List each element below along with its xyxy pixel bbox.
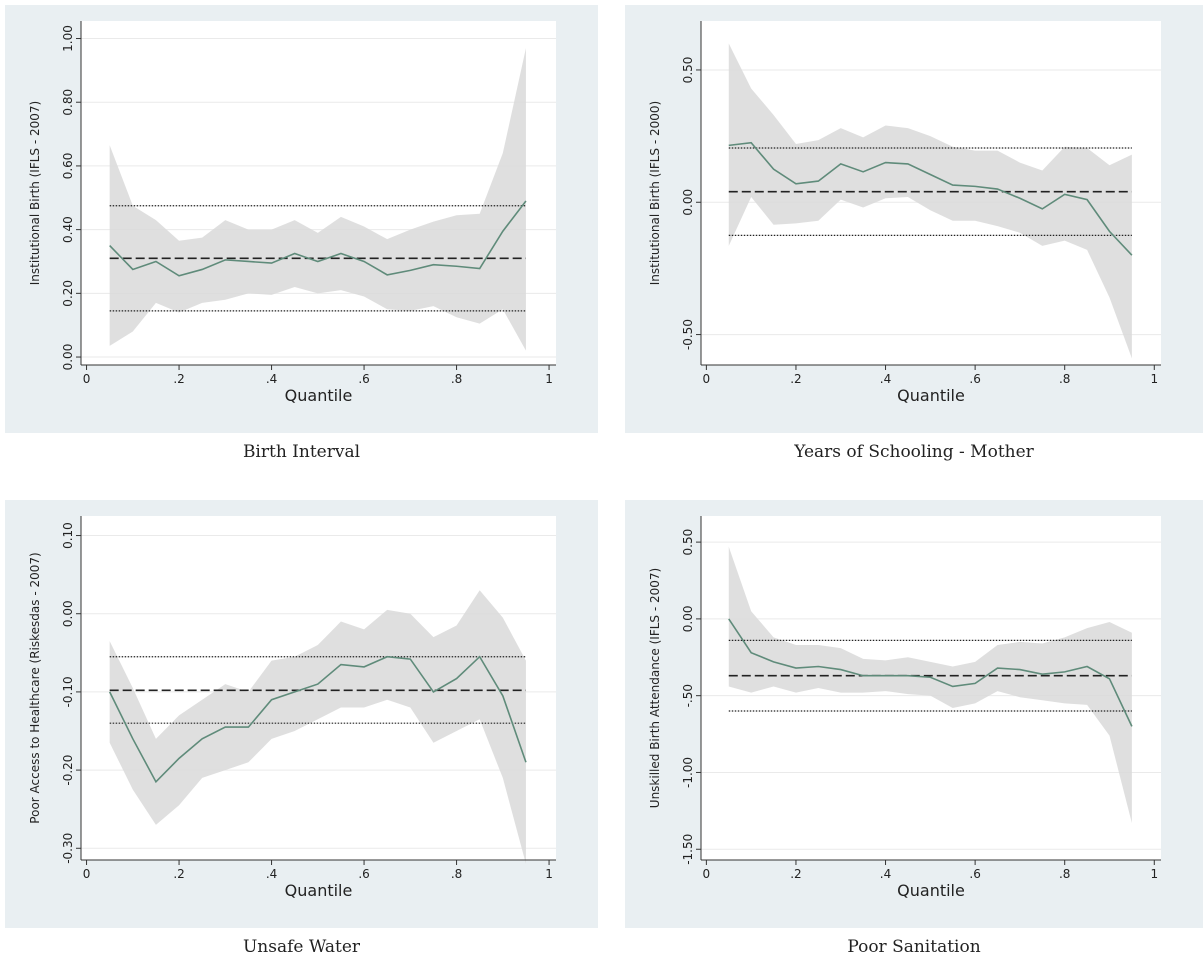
quantile-line: [728, 618, 1133, 727]
y-tick-label: -0.10: [61, 676, 75, 707]
confidence-band: [109, 48, 526, 351]
confidence-band: [728, 546, 1132, 824]
x-tick-label: .4: [266, 867, 277, 881]
caption: Years of Schooling - Mother: [794, 442, 1034, 462]
x-tick-label: 0: [703, 867, 711, 881]
x-tick-label: .4: [880, 867, 891, 881]
caption: Poor Sanitation: [847, 937, 981, 957]
x-tick-label: 0: [83, 372, 91, 386]
y-tick-label: 0.00: [681, 606, 695, 633]
x-tick-label: .8: [451, 372, 462, 386]
x-tick-label: 0: [83, 867, 91, 881]
x-tick-label: 1: [1150, 867, 1158, 881]
y-tick-label: 0.50: [681, 57, 695, 84]
x-tick-label: .8: [1059, 372, 1070, 386]
y-axis-label: Poor Access to Healthcare (Riskesdas - 2…: [28, 552, 42, 823]
confidence-band: [728, 43, 1132, 359]
y-tick-label: 0.50: [681, 529, 695, 556]
x-tick-label: 1: [545, 867, 553, 881]
y-tick-label: -0.20: [61, 755, 75, 786]
x-axis-label: Quantile: [897, 386, 965, 405]
panel: -0.30 -0.20 -0.10 0.00 0.10 0 .2 .4 .6 .8 1 Quantil…: [5, 500, 598, 928]
x-axis-label: Quantile: [285, 881, 353, 900]
y-tick-label: 0.10: [61, 522, 75, 549]
y-tick-label: 0.60: [61, 153, 75, 180]
x-tick-label: .6: [969, 867, 980, 881]
caption: Birth Interval: [242, 442, 361, 462]
y-tick-label: -.50: [681, 684, 695, 707]
panel: -1.50 -1.00 -.50 0.00 0.50 0 .2 .4 .6 .8 1 Quantile…: [625, 500, 1203, 928]
y-axis-label: Unskilled Birth Attendance (IFLS - 2007): [648, 568, 662, 808]
y-axis-label: Institutional Birth (IFLS - 2007): [28, 101, 42, 285]
x-tick-label: .2: [173, 867, 184, 881]
x-tick-label: 1: [1150, 372, 1158, 386]
x-tick-label: .6: [969, 372, 980, 386]
confidence-band: [109, 590, 526, 864]
x-tick-label: .6: [358, 867, 369, 881]
x-tick-label: .8: [1059, 867, 1070, 881]
y-tick-label: -0.50: [681, 319, 695, 350]
y-tick-label: -1.00: [681, 757, 695, 788]
x-tick-label: .4: [880, 372, 891, 386]
y-tick-label: 1.00: [61, 25, 75, 52]
y-tick-label: 0.00: [61, 344, 75, 371]
x-tick-label: .2: [790, 867, 801, 881]
quantile-line: [109, 200, 527, 277]
x-tick-label: 1: [545, 372, 553, 386]
x-tick-label: .4: [266, 372, 277, 386]
y-axis-label: Institutional Birth (IFLS - 2000): [648, 101, 662, 285]
x-axis-label: Quantile: [897, 881, 965, 900]
x-tick-label: .2: [790, 372, 801, 386]
x-axis-label: Quantile: [285, 386, 353, 405]
y-tick-label: 0.00: [61, 600, 75, 627]
panel: 0.00 0.20 0.40 0.60 0.80 1.00 0 .2 .4 .6 .8 1 Quanti…: [5, 5, 598, 433]
quantile-line: [108, 655, 527, 784]
panel: -0.50 0.00 0.50 0 .2 .4 .6 .8 1 Quantile Instituti…: [625, 5, 1203, 433]
x-tick-label: .2: [173, 372, 184, 386]
x-tick-label: .8: [451, 867, 462, 881]
x-tick-label: 0: [703, 372, 711, 386]
x-tick-label: .6: [358, 372, 369, 386]
y-tick-label: 0.00: [681, 189, 695, 216]
y-tick-label: -1.50: [681, 834, 695, 865]
y-tick-label: 0.40: [61, 216, 75, 243]
y-tick-label: 0.20: [61, 280, 75, 307]
y-tick-label: -0.30: [61, 833, 75, 864]
caption: Unsafe Water: [242, 937, 361, 957]
quantile-line: [728, 141, 1133, 256]
y-tick-label: 0.80: [61, 89, 75, 116]
